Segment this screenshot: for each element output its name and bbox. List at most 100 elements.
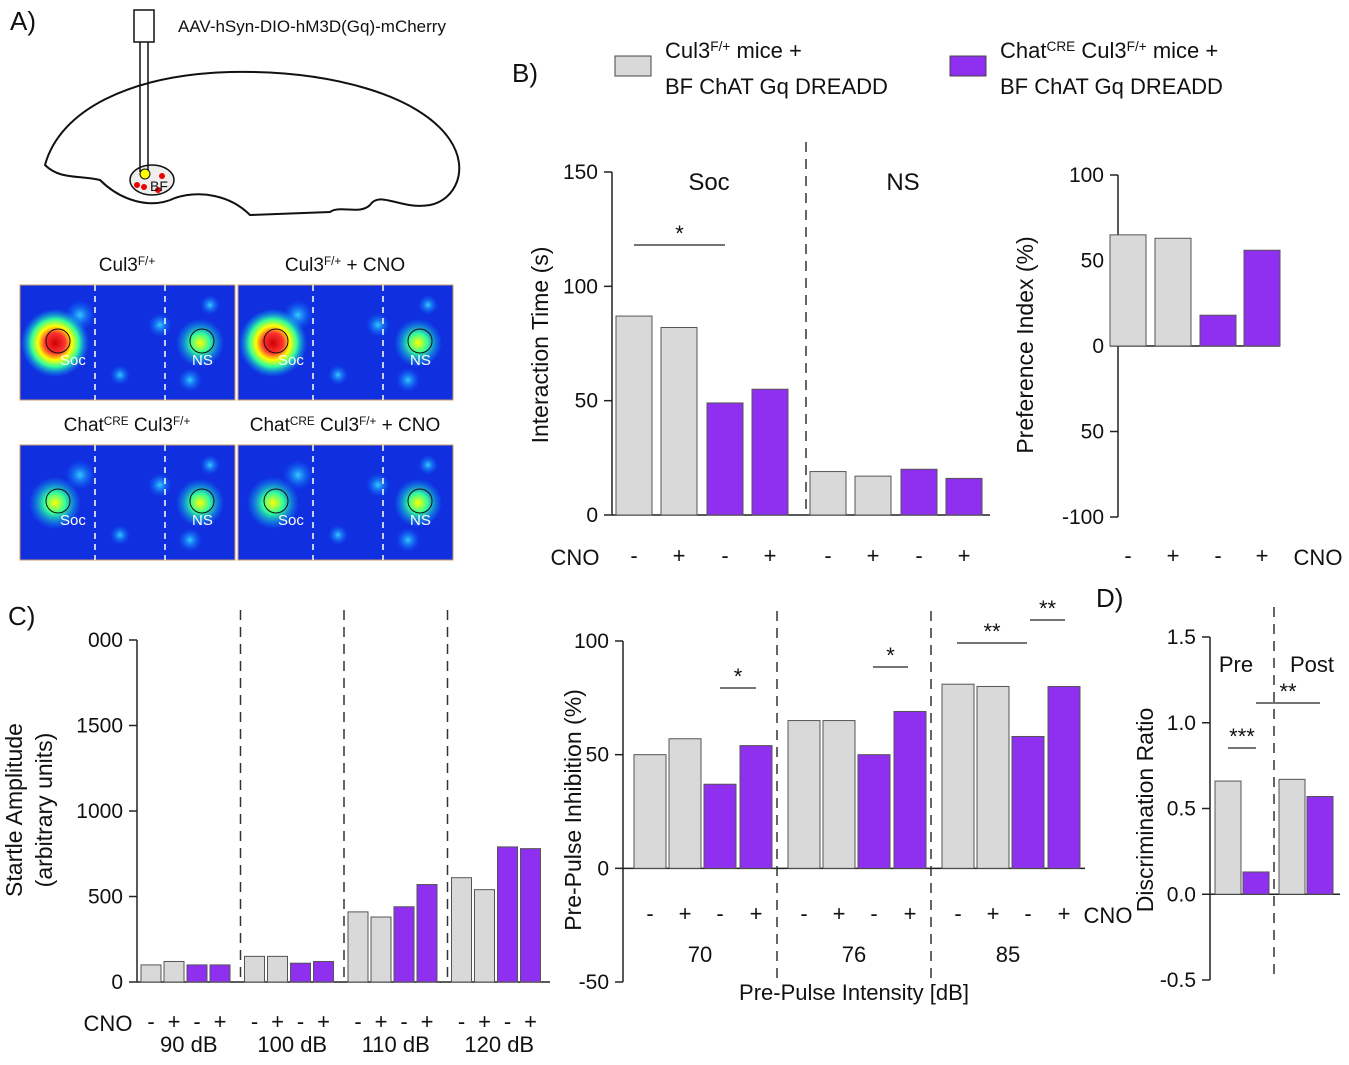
heat-spot xyxy=(200,295,220,315)
text-part: Chat xyxy=(250,415,291,436)
panel-label: B) xyxy=(512,58,538,88)
bar xyxy=(140,964,162,983)
soc-label: Soc xyxy=(278,512,304,529)
cno-tick-label: + xyxy=(524,1009,537,1034)
bar xyxy=(1306,795,1334,895)
bar xyxy=(1243,249,1281,347)
bar xyxy=(633,754,667,869)
cno-tick-label: + xyxy=(679,901,692,926)
heat-spot xyxy=(396,368,420,392)
significance: *** xyxy=(1229,724,1255,749)
y-tick-label: -50 xyxy=(579,971,609,994)
bar xyxy=(1214,780,1242,895)
legend-text: BF ChAT Gq DREADD xyxy=(1000,74,1223,99)
superscript: F/+ xyxy=(324,255,341,268)
heat-ns xyxy=(394,479,442,527)
cno-tick-label: + xyxy=(168,1009,181,1034)
heat-ns xyxy=(394,319,442,367)
y-tick-label: -100 xyxy=(1062,506,1104,529)
text-part: + CNO xyxy=(376,415,440,436)
heat-spot xyxy=(328,365,348,385)
heat-spot xyxy=(418,295,438,315)
soc-label: Soc xyxy=(60,352,86,369)
bar xyxy=(393,906,415,983)
cno-tick-label: - xyxy=(504,1009,511,1034)
heatmap-title: ChatCRE Cul3F/+ xyxy=(64,415,191,437)
heat-soc xyxy=(21,309,89,377)
y-tick-label: 0.0 xyxy=(1167,883,1196,906)
text-part: Chat xyxy=(64,415,105,436)
bar xyxy=(857,754,891,869)
y-tick-label: 100 xyxy=(574,630,609,653)
heat-soc xyxy=(239,309,307,377)
bar xyxy=(267,955,288,983)
bar xyxy=(941,683,975,869)
text-part: Cul3 xyxy=(1075,38,1126,63)
cup xyxy=(189,328,215,354)
bar xyxy=(900,468,938,516)
bar xyxy=(615,315,653,516)
ns-label: NS xyxy=(410,512,431,529)
heat-spot xyxy=(328,525,348,545)
significance: * xyxy=(734,664,743,689)
cno-tick-label: - xyxy=(251,1009,258,1034)
bar xyxy=(1011,735,1045,869)
heatmap: Soc NS xyxy=(237,284,454,401)
heatmap: Soc NS xyxy=(237,444,454,561)
y-tick-label: 100 xyxy=(563,275,598,298)
soc-label: Soc xyxy=(278,352,304,369)
y-axis-title: Startle Amplitude xyxy=(1,723,27,897)
bar xyxy=(1199,314,1237,347)
cno-tick-label: - xyxy=(297,1009,304,1034)
bar xyxy=(787,720,821,869)
significance: * xyxy=(675,221,684,246)
heat-spot xyxy=(65,460,95,490)
heat-spot xyxy=(418,455,438,475)
y-tick-label: 0 xyxy=(111,971,123,994)
heatmap-title: ChatCRE Cul3F/+ + CNO xyxy=(250,415,441,437)
heat-ns xyxy=(176,479,224,527)
legend-swatch xyxy=(614,55,652,77)
cno-tick-label: - xyxy=(954,901,961,926)
heat-spot xyxy=(366,313,390,337)
text-part: mice + xyxy=(1147,38,1219,63)
group-label: NS xyxy=(886,169,919,196)
cno-tick-label: + xyxy=(421,1009,434,1034)
cno-tick-label: - xyxy=(1124,543,1131,568)
bar xyxy=(163,960,185,983)
y-tick-label: 150 xyxy=(563,161,598,184)
text-part: Cul3 xyxy=(315,415,359,436)
y-tick-label: 0 xyxy=(1092,335,1104,358)
y-tick-label: 0.5 xyxy=(1167,798,1196,821)
cup xyxy=(45,488,71,514)
cno-tick-label: + xyxy=(317,1009,330,1034)
ns-label: NS xyxy=(192,512,213,529)
text-part: Cul3 xyxy=(285,255,324,276)
cno-tick-label: + xyxy=(987,901,1000,926)
ns-label: NS xyxy=(192,352,213,369)
heatmap-title: Cul3F/+ xyxy=(99,255,156,277)
bar xyxy=(668,738,702,869)
heat-spot xyxy=(200,455,220,475)
heat-spot xyxy=(366,473,390,497)
bar xyxy=(474,889,495,983)
heat-spot xyxy=(148,473,172,497)
cno-tick-label: + xyxy=(833,901,846,926)
cno-tick-label: - xyxy=(716,901,723,926)
y-axis-title: (arbitrary units) xyxy=(31,733,57,888)
group-label: 76 xyxy=(842,942,866,967)
bar xyxy=(822,720,856,869)
heat-soc xyxy=(247,477,299,529)
brain-diagram xyxy=(43,9,461,217)
x-axis-title: Pre-Pulse Intensity [dB] xyxy=(739,980,969,1005)
group-label: 90 dB xyxy=(160,1032,218,1057)
bar xyxy=(751,388,789,516)
cno-label: CNO xyxy=(1084,903,1133,928)
superscript: F/+ xyxy=(173,415,190,428)
bar xyxy=(976,685,1010,869)
cup xyxy=(407,328,433,354)
cno-tick-label: - xyxy=(458,1009,465,1034)
bar xyxy=(186,964,208,983)
cup xyxy=(407,488,433,514)
